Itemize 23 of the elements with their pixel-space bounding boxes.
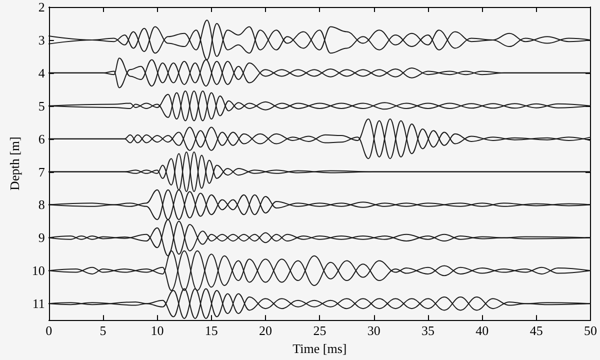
y-tick-label: 9 (38, 230, 45, 246)
y-tick-label: 7 (38, 164, 46, 180)
x-tick-label: 50 (584, 323, 597, 338)
x-tick-label: 35 (422, 323, 435, 338)
y-tick-label: 5 (38, 98, 45, 114)
x-axis-title: Time [ms] (292, 341, 347, 356)
y-tick-label: 3 (38, 32, 45, 48)
y-tick-label: 10 (32, 263, 45, 278)
x-tick-label: 30 (367, 323, 380, 338)
x-tick-label: 45 (530, 323, 543, 338)
x-tick-label: 5 (100, 323, 106, 338)
y-tick-label: 6 (38, 131, 46, 146)
x-tick-label: 0 (46, 323, 52, 338)
y-tick-label: 11 (32, 296, 45, 312)
x-tick-label: 40 (476, 323, 489, 338)
y-tick-label: 2 (38, 0, 45, 14)
y-axis-title: Depth [m] (7, 136, 22, 190)
x-tick-label: 25 (313, 323, 326, 338)
x-tick-label: 10 (150, 323, 164, 338)
y-tick-label: 4 (38, 65, 46, 80)
y-tick-label: 8 (38, 197, 45, 212)
x-tick-label: 20 (259, 323, 272, 338)
x-tick-label: 15 (204, 323, 218, 338)
